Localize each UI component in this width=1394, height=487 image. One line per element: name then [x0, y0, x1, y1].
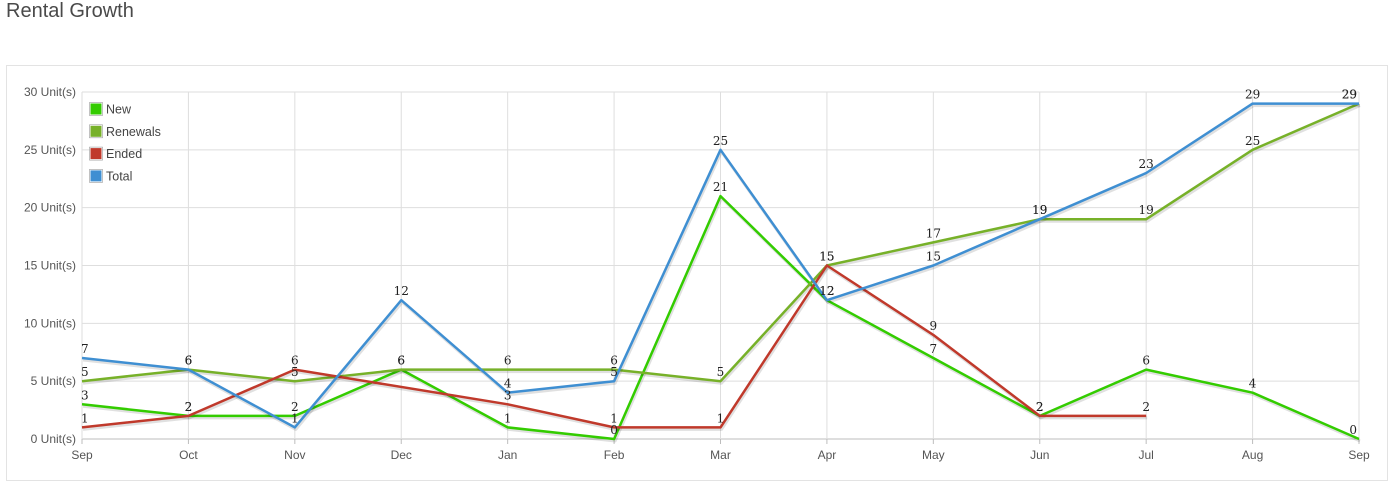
y-tick-label: 20 Unit(s) [24, 201, 76, 215]
data-label: 15 [819, 250, 834, 264]
data-label: 4 [1249, 377, 1257, 391]
legend-item-renewals[interactable]: Renewals [89, 124, 161, 139]
x-tick-label: Nov [284, 448, 305, 462]
data-label: 29 [1245, 88, 1260, 102]
legend-swatch-border [89, 146, 103, 161]
data-label: 2 [291, 400, 299, 414]
legend-swatch [89, 102, 103, 116]
data-label: 9 [930, 319, 938, 333]
x-tick-label: Sep [71, 448, 93, 462]
x-tick-label: Aug [1242, 448, 1263, 462]
series-line-new [81, 194, 1360, 441]
series-line-renewals [81, 102, 1360, 383]
y-tick-label: 5 Unit(s) [31, 374, 76, 388]
data-label: 23 [1139, 157, 1154, 171]
y-tick-label: 0 Unit(s) [31, 432, 76, 446]
legend-label: New [106, 103, 132, 117]
chart-frame [6, 65, 1388, 481]
data-label: 6 [397, 354, 405, 368]
y-tick-label: 15 Unit(s) [24, 259, 76, 273]
data-label: 29 [1342, 88, 1357, 102]
legend-label: Ended [106, 147, 142, 161]
data-label: 3 [81, 388, 89, 402]
x-tick-label: Apr [818, 448, 837, 462]
data-label: 29 [1342, 88, 1357, 102]
legend-swatch-border [89, 169, 103, 183]
legend-label: Renewals [106, 125, 161, 139]
data-label: 3 [504, 388, 512, 402]
data-label: 5 [717, 365, 725, 379]
data-label: 6 [504, 354, 512, 368]
data-label: 0 [1349, 423, 1357, 437]
data-label: 1 [81, 411, 89, 425]
legend-item-new[interactable]: New [89, 102, 132, 117]
data-label: 19 [1032, 203, 1047, 217]
legend-item-total[interactable]: Total [89, 169, 133, 183]
data-label: 6 [185, 354, 193, 368]
data-label: 2 [185, 400, 193, 414]
data-label: 15 [819, 250, 834, 264]
data-label: 5 [610, 365, 618, 379]
y-tick-label: 25 Unit(s) [24, 143, 76, 157]
data-label: 21 [713, 180, 728, 194]
axis-labels: 0 Unit(s)5 Unit(s)10 Unit(s)15 Unit(s)20… [24, 85, 1370, 462]
legend-label: Total [106, 169, 132, 183]
data-label: 6 [1142, 354, 1150, 368]
legend-item-ended[interactable]: Ended [89, 146, 143, 161]
legend-swatch-border [89, 102, 103, 116]
data-label: 25 [1245, 134, 1260, 148]
series-line-shadow [82, 104, 1361, 385]
data-label: 19 [1032, 203, 1047, 217]
x-tick-label: Dec [391, 448, 412, 462]
legend-swatch-border [89, 124, 103, 139]
x-tick-label: Sep [1348, 448, 1370, 462]
data-label: 1 [610, 411, 618, 425]
series-line-ended [81, 264, 1147, 429]
y-tick-label: 10 Unit(s) [24, 316, 76, 330]
data-label: 7 [81, 342, 89, 356]
data-label: 2 [185, 400, 193, 414]
x-tick-label: Oct [179, 448, 198, 462]
data-label: 6 [291, 354, 299, 368]
data-label: 2 [1036, 400, 1044, 414]
data-label: 12 [819, 284, 834, 298]
data-label: 6 [397, 354, 405, 368]
legend-swatch [89, 169, 103, 183]
x-tick-label: Jul [1138, 448, 1153, 462]
data-label: 25 [713, 134, 728, 148]
legend-swatch [89, 147, 103, 161]
data-label: 15 [926, 250, 941, 264]
x-tick-label: Jun [1030, 448, 1049, 462]
data-label: 5 [81, 365, 89, 379]
data-label: 7 [930, 342, 938, 356]
series-line-total [81, 102, 1359, 429]
data-label: 17 [926, 226, 941, 240]
series-line-shadow [82, 196, 1361, 443]
data-label: 5 [291, 365, 299, 379]
data-label: 19 [1139, 203, 1154, 217]
data-label: 0 [610, 423, 618, 437]
page-title: Rental Growth [6, 0, 134, 22]
legend: New Renewals Ended Total [89, 102, 161, 183]
data-label: 4 [504, 377, 512, 391]
x-tick-label: Jan [498, 448, 517, 462]
data-label: 1 [504, 411, 512, 425]
data-label: 6 [610, 354, 618, 368]
data-label: 1 [291, 411, 299, 425]
x-tick-label: May [922, 448, 945, 462]
series-line-shadow [82, 266, 1148, 431]
data-label: 1 [717, 411, 725, 425]
x-tick-label: Mar [710, 448, 731, 462]
legend-swatch [89, 124, 103, 138]
data-label: 12 [819, 284, 834, 298]
series-lines [81, 102, 1361, 443]
data-label: 2 [1036, 400, 1044, 414]
data-label: 6 [185, 354, 193, 368]
y-tick-label: 30 Unit(s) [24, 85, 76, 99]
data-label: 12 [394, 284, 409, 298]
data-label: 2 [1142, 400, 1150, 414]
x-tick-label: Feb [604, 448, 625, 462]
